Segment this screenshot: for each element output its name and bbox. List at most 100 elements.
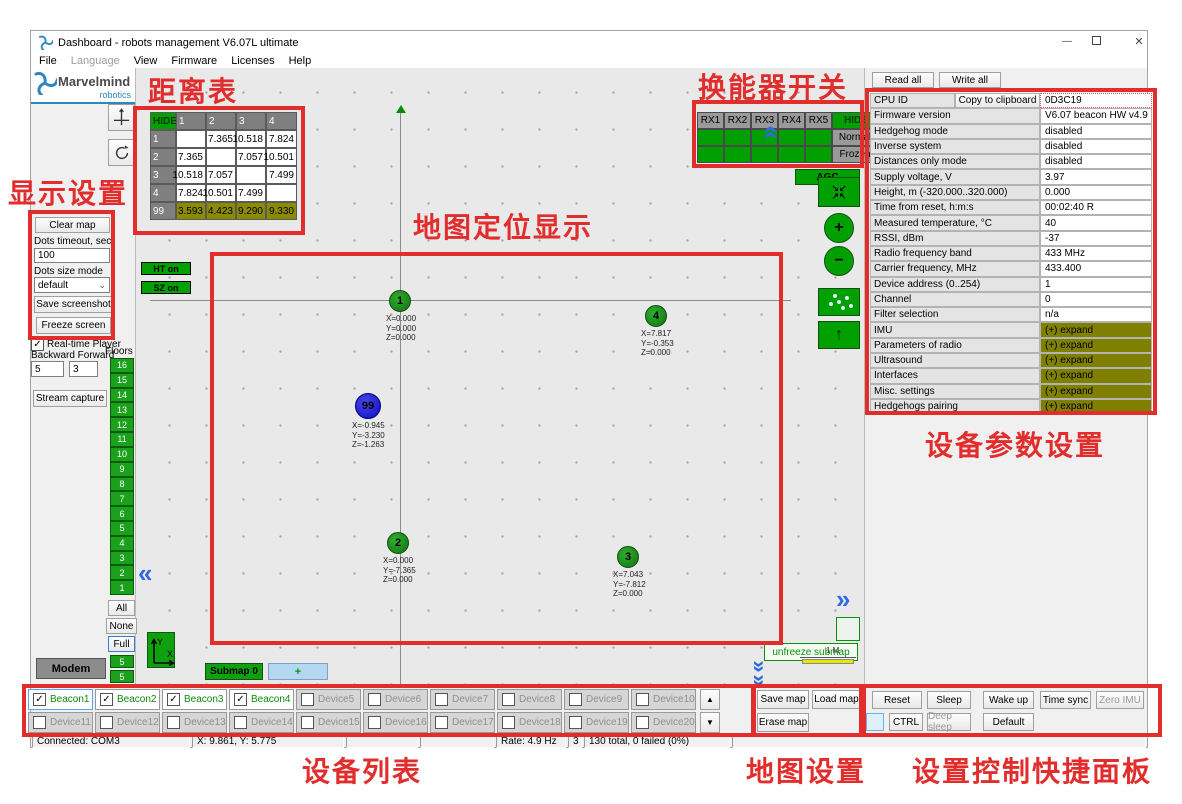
pan-right-chevron-icon[interactable]: » — [836, 584, 851, 614]
interfaces-expand[interactable]: (+) expand — [1040, 368, 1152, 384]
floor-item[interactable]: 10 — [110, 446, 134, 462]
device-15[interactable]: ✓Device15 — [296, 712, 361, 733]
menu-language[interactable]: Language — [70, 54, 120, 67]
device-18[interactable]: ✓Device18 — [497, 712, 562, 733]
floor-item[interactable]: 5 — [110, 520, 134, 536]
ultrasound-expand[interactable]: (+) expand — [1040, 353, 1152, 369]
floor-item[interactable]: 6 — [110, 506, 134, 521]
floor-item[interactable]: 2 — [110, 565, 134, 581]
device-beacon4[interactable]: ✓ Beacon4 — [229, 689, 294, 710]
modem-cell-2[interactable]: 5 — [110, 670, 134, 683]
fit-view-button[interactable]: ↘ ↙ ↗ ↖ — [818, 177, 860, 207]
copy-to-clipboard-button[interactable]: Copy to clipboard — [955, 93, 1040, 109]
forward-input[interactable]: 3 — [69, 361, 98, 377]
modem-button[interactable]: Modem — [36, 658, 106, 679]
device-9[interactable]: ✓Device9 — [564, 689, 629, 710]
device-8[interactable]: ✓Device8 — [497, 689, 562, 710]
cursor-tool-button[interactable] — [108, 104, 135, 131]
zoom-out-button[interactable]: − — [824, 246, 854, 276]
floors-full-button[interactable]: Full — [108, 636, 135, 652]
device-beacon3[interactable]: ✓ Beacon3 — [162, 689, 227, 710]
zoom-in-button[interactable]: + — [824, 213, 854, 243]
floor-item[interactable]: 12 — [110, 417, 134, 433]
ht-on-toggle[interactable]: HT on — [141, 262, 191, 275]
device-12[interactable]: ✓Device12 — [95, 712, 160, 733]
floor-item[interactable]: 14 — [110, 387, 134, 403]
floor-item[interactable]: 8 — [110, 476, 134, 492]
rotate-tool-button[interactable] — [108, 139, 135, 166]
pan-left-chevron-icon[interactable]: « — [138, 558, 153, 588]
dots-timeout-input[interactable]: 100 — [34, 248, 110, 263]
read-all-button[interactable]: Read all — [872, 72, 934, 88]
ctrl-button[interactable]: CTRL — [889, 713, 923, 731]
floor-item[interactable]: 15 — [110, 372, 134, 388]
device-6[interactable]: ✓Device6 — [363, 689, 428, 710]
close-icon[interactable]: ✕ — [1134, 36, 1144, 48]
menu-file[interactable]: File — [39, 54, 57, 67]
floor-item[interactable]: 9 — [110, 461, 134, 477]
deep-sleep-button[interactable]: Deep sleep — [927, 711, 971, 733]
beacon-4[interactable]: 4 — [645, 305, 667, 327]
device-19[interactable]: ✓Device19 — [564, 712, 629, 733]
ctrl-checkbox[interactable] — [866, 713, 884, 731]
menu-firmware[interactable]: Firmware — [171, 54, 218, 67]
beacon-3[interactable]: 3 — [617, 546, 639, 568]
submap-box[interactable] — [836, 617, 860, 641]
floor-item[interactable]: 7 — [110, 491, 134, 507]
device-20[interactable]: ✓Device20 — [631, 712, 696, 733]
time-sync-button[interactable]: Time sync — [1040, 691, 1091, 709]
save-map-button[interactable]: Save map — [757, 690, 809, 709]
maximize-icon[interactable] — [1092, 36, 1101, 45]
save-screenshot-button[interactable]: Save screenshot — [34, 296, 113, 313]
distance-hide-cell[interactable]: HIDE — [150, 112, 177, 130]
floor-item[interactable]: 4 — [110, 535, 134, 551]
misc-expand[interactable]: (+) expand — [1040, 383, 1152, 399]
device-10[interactable]: ✓Device10 — [631, 689, 696, 710]
sz-on-toggle[interactable]: SZ on — [141, 281, 191, 294]
floor-item[interactable]: 13 — [110, 402, 134, 418]
device-11[interactable]: ✓Device11 — [28, 712, 93, 733]
floor-item[interactable]: 1 — [110, 580, 134, 595]
menu-view[interactable]: View — [133, 54, 158, 67]
pan-down-chevron-icon[interactable]: » — [747, 660, 773, 672]
erase-map-button[interactable]: Erase map — [757, 713, 809, 732]
device-scroll-down-icon[interactable]: ▼ — [700, 712, 720, 733]
device-7[interactable]: ✓Device7 — [430, 689, 495, 710]
submap-0-button[interactable]: Submap 0 — [205, 663, 263, 680]
add-submap-button[interactable]: + — [268, 663, 328, 680]
device-17[interactable]: ✓Device17 — [430, 712, 495, 733]
device-beacon1[interactable]: ✓ Beacon1 — [28, 689, 93, 710]
radio-expand[interactable]: (+) expand — [1040, 337, 1152, 354]
floor-item[interactable]: 3 — [110, 550, 134, 566]
floors-all-button[interactable]: All — [108, 600, 135, 616]
wake-up-button[interactable]: Wake up — [983, 691, 1034, 709]
device-14[interactable]: ✓Device14 — [229, 712, 294, 733]
default-button[interactable]: Default — [983, 713, 1034, 731]
modem-cell-1[interactable]: 5 — [110, 655, 134, 668]
unfreeze-submap-button[interactable]: unfreeze submap — [764, 643, 858, 661]
menu-licenses[interactable]: Licenses — [231, 54, 275, 67]
dots-size-select[interactable]: default ⌄ — [34, 277, 110, 293]
floors-none-button[interactable]: None — [106, 618, 137, 634]
device-5[interactable]: ✓Device5 — [296, 689, 361, 710]
freeze-screen-button[interactable]: Freeze screen — [36, 317, 111, 334]
map-canvas[interactable] — [135, 68, 865, 685]
backward-input[interactable]: 5 — [31, 361, 64, 377]
floor-item[interactable]: 16 — [110, 358, 134, 373]
imu-expand[interactable]: (+) expand — [1040, 322, 1152, 338]
minimize-icon[interactable]: — — [1062, 36, 1072, 47]
device-scroll-up-icon[interactable]: ▲ — [700, 689, 720, 710]
reset-button[interactable]: Reset — [872, 691, 922, 709]
beacon-1[interactable]: 1 — [389, 290, 411, 312]
device-13[interactable]: ✓Device13 — [162, 712, 227, 733]
clear-map-button[interactable]: Clear map — [35, 217, 110, 233]
sleep-button[interactable]: Sleep — [927, 691, 971, 709]
stream-capture-button[interactable]: Stream capture — [33, 390, 107, 407]
write-all-button[interactable]: Write all — [939, 72, 1001, 88]
menu-help[interactable]: Help — [288, 54, 312, 67]
floor-item[interactable]: 11 — [110, 432, 134, 447]
beacon-2[interactable]: 2 — [387, 532, 409, 554]
device-beacon2[interactable]: ✓ Beacon2 — [95, 689, 160, 710]
device-16[interactable]: ✓Device16 — [363, 712, 428, 733]
move-up-button[interactable]: ↑ — [818, 321, 860, 349]
